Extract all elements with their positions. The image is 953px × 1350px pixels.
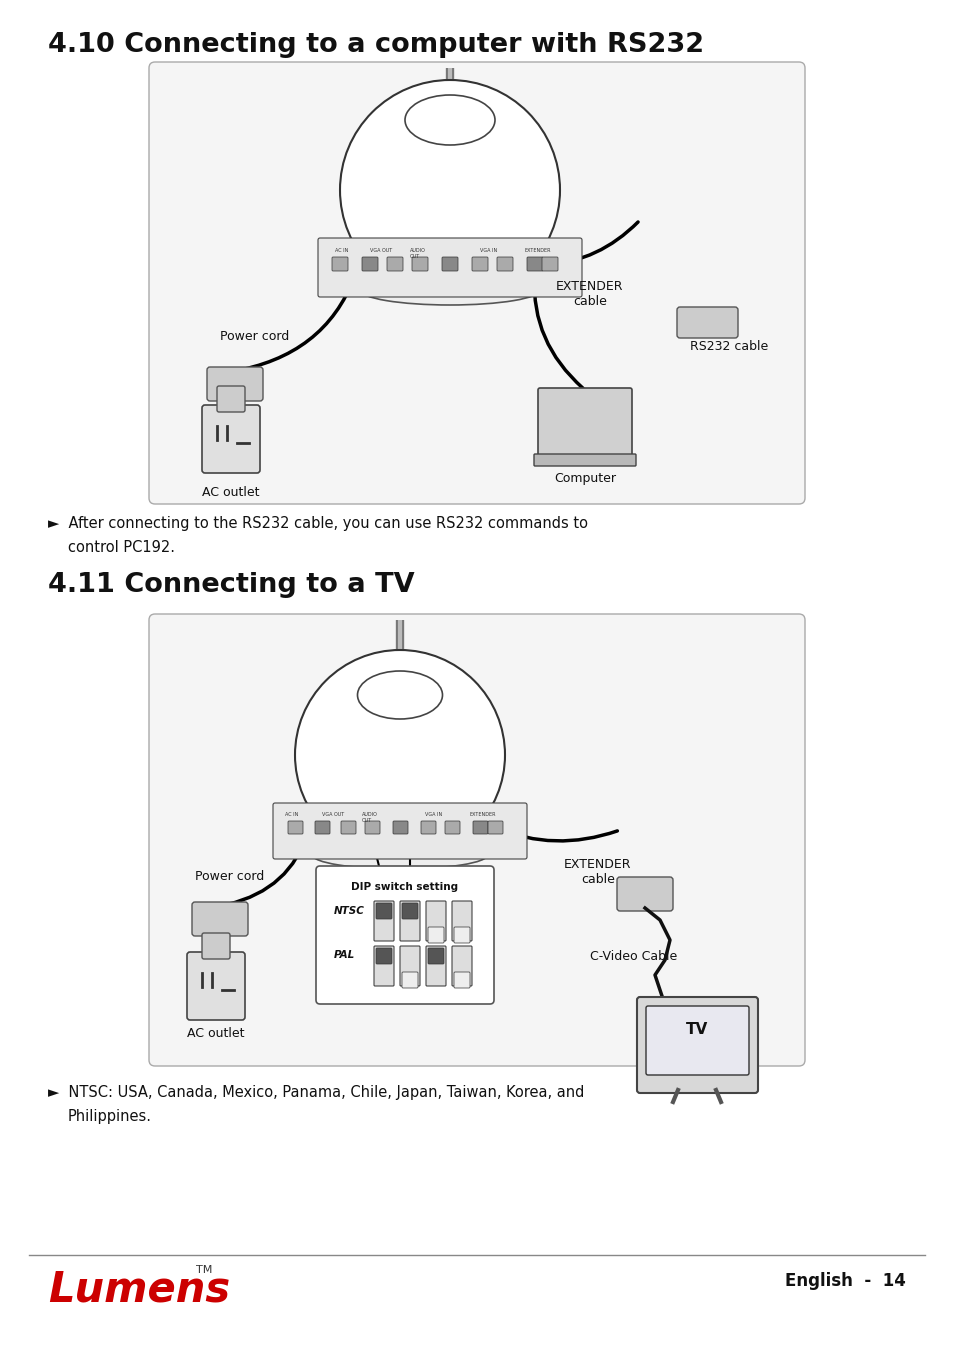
Text: C-Video Cable: C-Video Cable xyxy=(589,950,677,963)
FancyBboxPatch shape xyxy=(526,256,542,271)
Text: AUDIO
OUT: AUDIO OUT xyxy=(410,248,425,259)
FancyBboxPatch shape xyxy=(149,614,804,1066)
Text: VGA IN: VGA IN xyxy=(424,811,442,817)
FancyBboxPatch shape xyxy=(488,821,502,834)
Text: 4.11 Connecting to a TV: 4.11 Connecting to a TV xyxy=(48,572,415,598)
Text: Philippines.: Philippines. xyxy=(68,1108,152,1125)
FancyBboxPatch shape xyxy=(273,803,526,859)
FancyBboxPatch shape xyxy=(317,238,581,297)
Text: VGA OUT: VGA OUT xyxy=(322,811,344,817)
FancyBboxPatch shape xyxy=(340,821,355,834)
FancyBboxPatch shape xyxy=(452,900,472,941)
FancyBboxPatch shape xyxy=(426,946,446,986)
FancyBboxPatch shape xyxy=(637,998,758,1094)
Text: Lumens: Lumens xyxy=(48,1268,230,1310)
FancyBboxPatch shape xyxy=(534,454,636,466)
FancyBboxPatch shape xyxy=(374,946,394,986)
FancyBboxPatch shape xyxy=(452,946,472,986)
FancyBboxPatch shape xyxy=(473,821,488,834)
FancyBboxPatch shape xyxy=(399,946,419,986)
Circle shape xyxy=(294,649,504,860)
FancyBboxPatch shape xyxy=(187,952,245,1021)
FancyBboxPatch shape xyxy=(314,821,330,834)
FancyBboxPatch shape xyxy=(541,256,558,271)
Text: DIP switch setting: DIP switch setting xyxy=(351,882,458,892)
Ellipse shape xyxy=(359,275,539,305)
Text: AUDIO
OUT: AUDIO OUT xyxy=(361,811,377,822)
Text: Power cord: Power cord xyxy=(194,869,264,883)
Text: English  -  14: English - 14 xyxy=(784,1272,905,1291)
FancyBboxPatch shape xyxy=(412,256,428,271)
FancyBboxPatch shape xyxy=(192,902,248,936)
Text: AC IN: AC IN xyxy=(335,248,348,252)
FancyBboxPatch shape xyxy=(428,927,443,944)
Text: TV: TV xyxy=(685,1022,707,1037)
Circle shape xyxy=(339,80,559,300)
Text: EXTENDER: EXTENDER xyxy=(470,811,496,817)
FancyBboxPatch shape xyxy=(332,256,348,271)
Text: Power cord: Power cord xyxy=(220,329,289,343)
FancyBboxPatch shape xyxy=(216,386,245,412)
Text: ►  NTSC: USA, Canada, Mexico, Panama, Chile, Japan, Taiwan, Korea, and: ► NTSC: USA, Canada, Mexico, Panama, Chi… xyxy=(48,1085,584,1100)
Text: 4.10 Connecting to a computer with RS232: 4.10 Connecting to a computer with RS232 xyxy=(48,32,703,58)
FancyBboxPatch shape xyxy=(288,821,303,834)
FancyBboxPatch shape xyxy=(207,367,263,401)
FancyBboxPatch shape xyxy=(399,900,419,941)
Text: PAL: PAL xyxy=(334,950,355,960)
FancyBboxPatch shape xyxy=(617,878,672,911)
Text: AC IN: AC IN xyxy=(285,811,298,817)
FancyBboxPatch shape xyxy=(315,865,494,1004)
FancyBboxPatch shape xyxy=(454,927,470,944)
FancyBboxPatch shape xyxy=(202,405,260,472)
FancyBboxPatch shape xyxy=(375,903,392,919)
Text: EXTENDER: EXTENDER xyxy=(524,248,551,252)
Text: EXTENDER
cable: EXTENDER cable xyxy=(563,859,631,886)
Text: TM: TM xyxy=(195,1265,213,1274)
FancyBboxPatch shape xyxy=(393,821,408,834)
Text: AC outlet: AC outlet xyxy=(187,1027,245,1040)
Text: RS232 cable: RS232 cable xyxy=(689,340,767,352)
Text: Computer: Computer xyxy=(554,472,616,485)
FancyBboxPatch shape xyxy=(441,256,457,271)
Text: ►  After connecting to the RS232 cable, you can use RS232 commands to: ► After connecting to the RS232 cable, y… xyxy=(48,516,587,531)
FancyBboxPatch shape xyxy=(375,948,392,964)
FancyBboxPatch shape xyxy=(426,900,446,941)
FancyBboxPatch shape xyxy=(645,1006,748,1075)
FancyBboxPatch shape xyxy=(365,821,379,834)
Ellipse shape xyxy=(405,95,495,144)
FancyBboxPatch shape xyxy=(374,900,394,941)
FancyBboxPatch shape xyxy=(401,972,417,988)
FancyBboxPatch shape xyxy=(361,256,377,271)
FancyBboxPatch shape xyxy=(401,903,417,919)
Text: NTSC: NTSC xyxy=(334,906,364,917)
Text: EXTENDER
cable: EXTENDER cable xyxy=(556,279,623,308)
Text: VGA IN: VGA IN xyxy=(479,248,497,252)
FancyBboxPatch shape xyxy=(428,948,443,964)
Text: VGA OUT: VGA OUT xyxy=(370,248,392,252)
FancyBboxPatch shape xyxy=(454,972,470,988)
Ellipse shape xyxy=(357,671,442,720)
Text: control PC192.: control PC192. xyxy=(68,540,174,555)
Text: AC outlet: AC outlet xyxy=(202,486,259,500)
FancyBboxPatch shape xyxy=(677,306,738,338)
FancyBboxPatch shape xyxy=(444,821,459,834)
FancyBboxPatch shape xyxy=(537,387,631,458)
FancyBboxPatch shape xyxy=(202,933,230,958)
FancyBboxPatch shape xyxy=(497,256,513,271)
FancyBboxPatch shape xyxy=(472,256,488,271)
FancyBboxPatch shape xyxy=(420,821,436,834)
FancyBboxPatch shape xyxy=(387,256,402,271)
FancyBboxPatch shape xyxy=(149,62,804,504)
Ellipse shape xyxy=(313,841,487,869)
